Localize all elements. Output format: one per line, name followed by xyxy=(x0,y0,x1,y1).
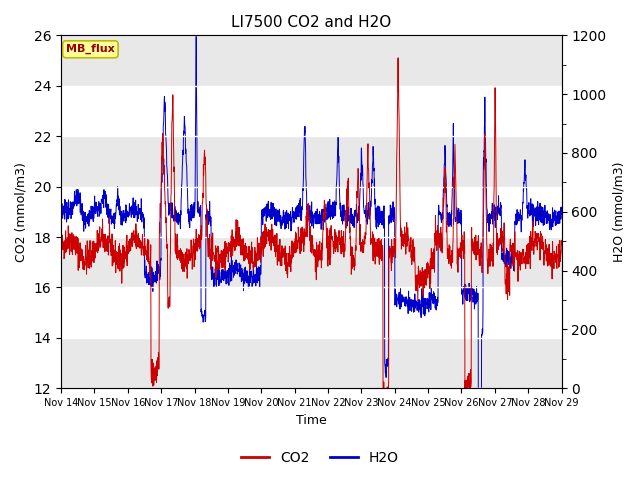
Title: LI7500 CO2 and H2O: LI7500 CO2 and H2O xyxy=(231,15,392,30)
Bar xyxy=(61,237,561,288)
Y-axis label: CO2 (mmol/m3): CO2 (mmol/m3) xyxy=(15,162,28,262)
Bar xyxy=(61,36,561,86)
Bar xyxy=(61,136,561,187)
Text: MB_flux: MB_flux xyxy=(66,44,115,54)
Legend: CO2, H2O: CO2, H2O xyxy=(236,445,404,471)
Bar xyxy=(61,288,561,338)
Y-axis label: H2O (mmol/m3): H2O (mmol/m3) xyxy=(612,162,625,262)
Bar xyxy=(61,187,561,237)
X-axis label: Time: Time xyxy=(296,414,326,427)
Bar xyxy=(61,86,561,136)
Bar xyxy=(61,338,561,388)
